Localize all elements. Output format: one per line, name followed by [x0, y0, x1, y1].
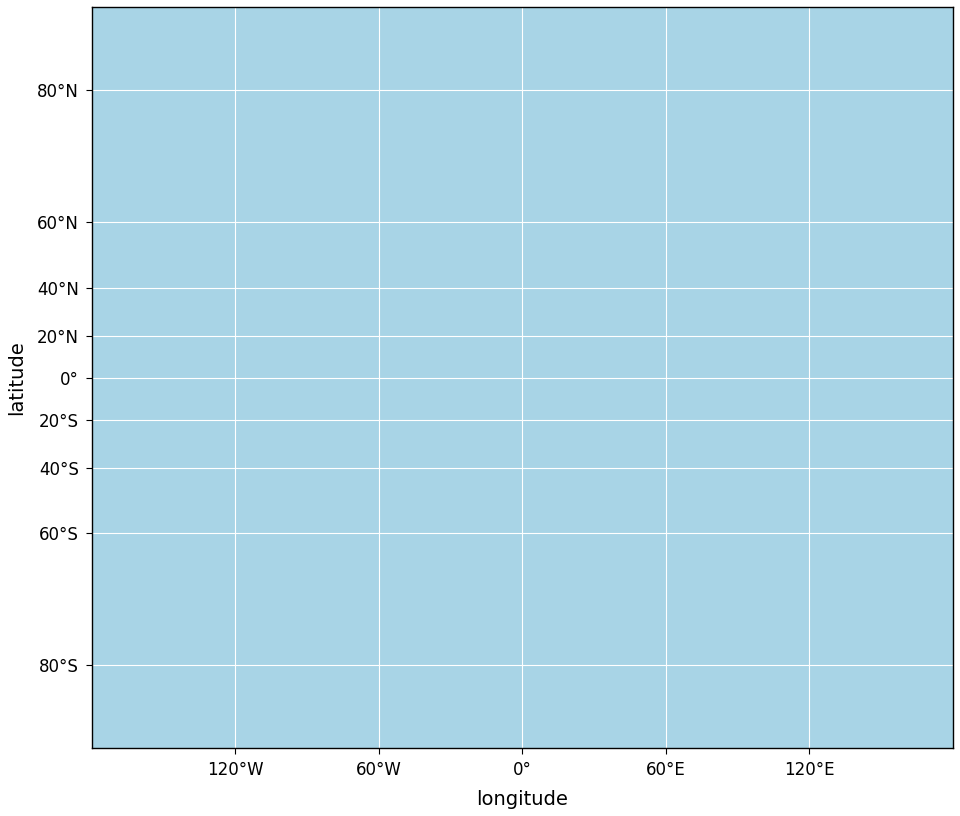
X-axis label: longitude: longitude	[476, 790, 568, 809]
Y-axis label: latitude: latitude	[7, 340, 26, 415]
